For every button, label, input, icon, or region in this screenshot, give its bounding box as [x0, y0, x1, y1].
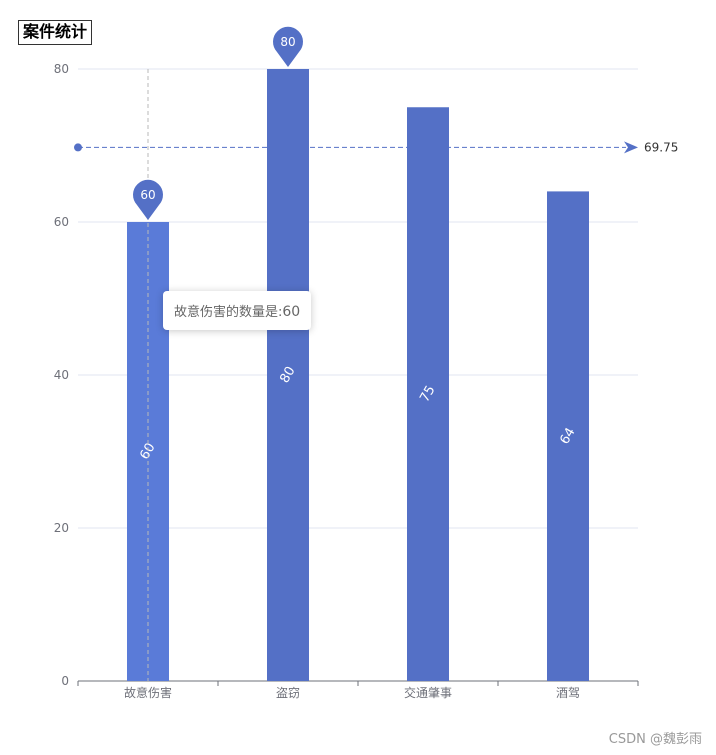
bar [267, 69, 309, 681]
bars [127, 69, 589, 681]
mark-points: 60 80 [132, 26, 303, 220]
bar-data-label: 75 [417, 383, 438, 405]
y-tick-label: 0 [61, 674, 69, 688]
x-tick-label: 交通肇事 [404, 685, 452, 700]
x-tick-label: 酒驾 [556, 686, 580, 700]
mark-point-label: 80 [280, 35, 295, 49]
mark-point-pin [273, 26, 303, 67]
mark-line-arrow [624, 141, 638, 154]
tooltip-value: 60 [282, 304, 301, 320]
average-mark-line: 69.75 [74, 140, 678, 154]
data-labels: 60 80 75 64 [137, 364, 578, 462]
grid-lines [78, 68, 638, 529]
x-tick-label: 盗窃 [276, 685, 300, 700]
watermark: CSDN @魏彭雨 [608, 732, 702, 747]
bar-data-label: 80 [277, 364, 298, 386]
tooltip: 故意伤害的数量是:60 [163, 291, 312, 330]
x-axis: 故意伤害 盗窃 交通肇事 酒驾 [77, 680, 639, 700]
bar-data-label: 64 [557, 425, 578, 447]
tooltip-label: 故意伤害的数量是: [174, 305, 283, 320]
mark-line-label: 69.75 [644, 140, 678, 154]
bar [407, 107, 449, 681]
y-tick-label: 40 [54, 368, 69, 382]
chart-title: 案件统计 [18, 20, 93, 45]
y-tick-label: 80 [54, 62, 69, 76]
bar [547, 191, 589, 681]
y-tick-label: 60 [54, 215, 69, 229]
bar-data-label: 60 [137, 441, 158, 463]
x-tick-label: 故意伤害 [124, 685, 172, 700]
mark-point-pin [132, 179, 163, 220]
mark-point-label: 60 [140, 188, 155, 202]
y-tick-label: 20 [54, 521, 69, 535]
y-axis: 0 20 40 60 80 [54, 62, 69, 688]
